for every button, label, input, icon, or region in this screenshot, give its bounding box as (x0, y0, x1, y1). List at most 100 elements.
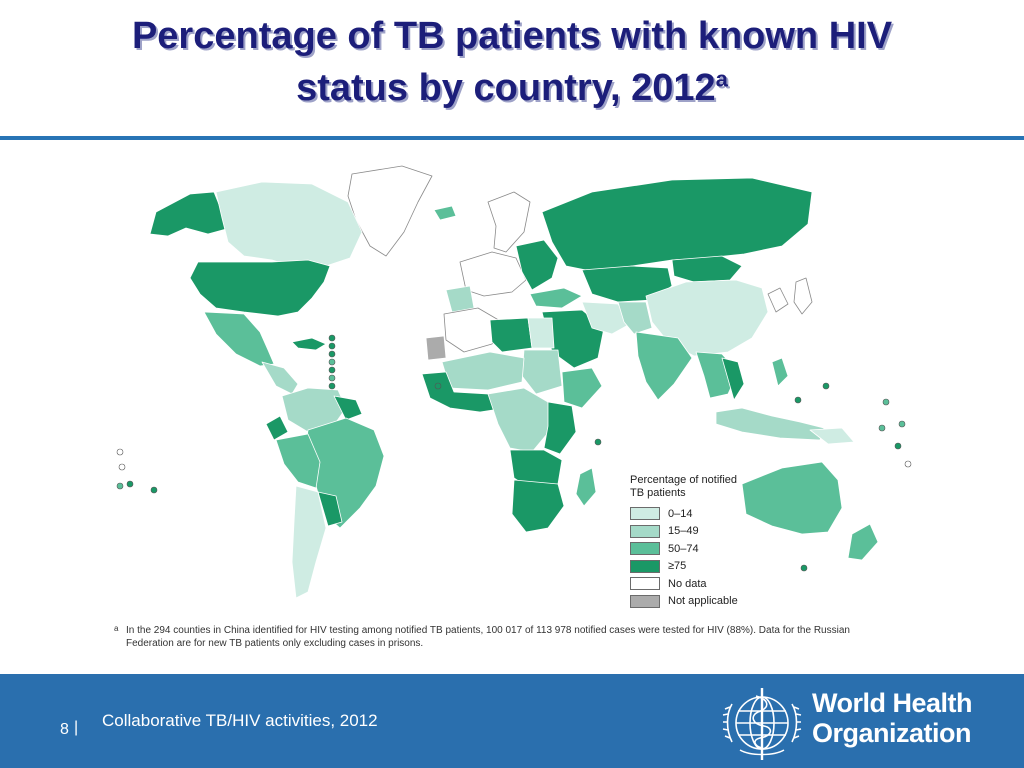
who-name-line-2: Organization (812, 718, 972, 748)
island-marker (794, 396, 802, 404)
legend-label-not-applicable: Not applicable (668, 595, 738, 608)
region-indonesia (715, 407, 825, 441)
legend-label-0-14: 0–14 (668, 507, 693, 520)
region-sahel (441, 351, 525, 391)
region-china (645, 279, 769, 357)
region-korea-japan (767, 287, 789, 313)
island-marker (116, 482, 124, 490)
region-guianas (333, 395, 363, 421)
legend-item-no-data: No data (630, 575, 790, 593)
who-emblem-icon (722, 688, 802, 760)
region-caribbean (291, 337, 327, 351)
region-new-zealand (847, 523, 879, 561)
region-iberia (445, 285, 475, 313)
region-sudan (521, 349, 563, 395)
region-usa (189, 259, 331, 317)
legend-label-50-74: 50–74 (668, 542, 699, 555)
slide-title: Percentage of TB patients with known HIV… (0, 10, 1024, 114)
legend-title: Percentage of notified TB patients (630, 474, 738, 499)
region-central-africa (487, 387, 553, 453)
footnote-text: In the 294 counties in China identified … (126, 625, 850, 649)
region-japan (793, 277, 813, 315)
region-iran (581, 301, 631, 335)
legend-item-50-74: 50–74 (630, 540, 790, 558)
title-line-2: status by country, 2012a (0, 62, 1024, 114)
legend-swatch-0-14 (630, 507, 660, 521)
region-mongolia (671, 255, 743, 283)
region-mexico (203, 311, 275, 367)
legend-label-no-data: No data (668, 577, 707, 590)
region-libya (489, 317, 533, 353)
footer-text: Collaborative TB/HIV activities, 2012 (102, 711, 378, 730)
region-east-africa (543, 401, 577, 455)
legend-label-15-49: 15–49 (668, 525, 699, 538)
title-superscript: a (715, 66, 728, 92)
region-thailand-vietnam (721, 357, 745, 401)
region-russia (541, 177, 813, 273)
region-eastern-europe (515, 239, 559, 291)
region-alaska (149, 191, 231, 237)
legend-swatch-75-plus (630, 559, 660, 573)
region-pakistan-afghan (617, 301, 653, 335)
island-marker (904, 460, 912, 468)
region-northern-south-america (281, 387, 347, 433)
region-north-africa-west (443, 307, 503, 353)
region-png (809, 427, 855, 445)
region-central-america (261, 361, 299, 395)
map-legend: Percentage of notified TB patients 0–14 … (630, 474, 790, 610)
island-marker (328, 382, 336, 390)
region-egypt (527, 317, 555, 349)
region-madagascar (575, 467, 597, 507)
region-canada (215, 181, 363, 269)
island-marker (800, 564, 808, 572)
island-marker (118, 463, 126, 471)
legend-swatch-15-49 (630, 524, 660, 538)
island-marker (328, 334, 336, 342)
footnote-mark: a (114, 624, 119, 633)
region-india (635, 331, 693, 401)
world-map (116, 165, 912, 599)
island-marker (328, 350, 336, 358)
island-marker (328, 374, 336, 382)
region-turkey (529, 287, 583, 309)
region-paraguay-uruguay (317, 491, 343, 527)
legend-swatch-not-applicable (630, 594, 660, 608)
island-marker (126, 480, 134, 488)
island-marker (882, 398, 890, 406)
slide-footer: 8 | Collaborative TB/HIV activities, 201… (0, 674, 1024, 768)
region-greenland (347, 165, 433, 257)
island-marker (898, 420, 906, 428)
region-philippines (771, 357, 789, 387)
region-horn-africa (561, 367, 603, 409)
legend-item-75-plus: ≥75 (630, 558, 790, 576)
island-marker (328, 342, 336, 350)
legend-swatch-50-74 (630, 542, 660, 556)
map-footnote: a In the 294 counties in China identifie… (114, 624, 894, 650)
legend-items: 0–14 15–49 50–74 ≥75 No data Not applica… (630, 505, 790, 610)
page-number: 8 (60, 721, 69, 738)
page-separator: | (74, 719, 79, 736)
region-peru-bolivia (275, 433, 321, 489)
island-marker (434, 382, 442, 390)
island-marker (894, 442, 902, 450)
region-ecuador (265, 415, 289, 441)
island-marker (878, 424, 886, 432)
legend-item-0-14: 0–14 (630, 505, 790, 523)
legend-item-15-49: 15–49 (630, 523, 790, 541)
legend-item-not-applicable: Not applicable (630, 593, 790, 611)
region-australia (741, 461, 843, 535)
island-marker (116, 448, 124, 456)
island-marker (594, 438, 602, 446)
region-iceland (433, 205, 457, 221)
island-marker (328, 358, 336, 366)
legend-swatch-no-data (630, 577, 660, 591)
title-divider (0, 136, 1024, 140)
legend-label-75-plus: ≥75 (668, 560, 687, 573)
island-marker (150, 486, 158, 494)
region-southern-cone (291, 485, 327, 599)
island-marker (822, 382, 830, 390)
title-line-1: Percentage of TB patients with known HIV (131, 15, 893, 57)
region-western-sahara (425, 335, 447, 361)
title-line-2-text: status by country, 2012 (296, 67, 716, 109)
who-name-line-1: World Health (812, 688, 973, 718)
